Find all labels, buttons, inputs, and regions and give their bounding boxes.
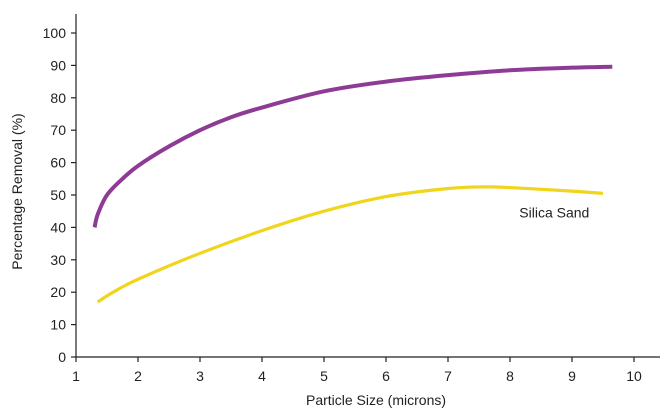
y-tick-label: 40 [50,219,66,235]
y-tick-label: 50 [50,187,66,203]
y-tick-label: 90 [50,57,66,73]
y-tick-label: 60 [50,155,66,171]
series-annotation-label: Silica Sand [519,205,589,221]
x-tick-label: 1 [72,368,80,384]
x-ticks: 1 2 3 4 5 6 7 8 9 10 [72,357,642,384]
annotation-layer: Silica Sand [519,205,589,221]
x-tick-label: 5 [320,368,328,384]
axes [76,14,660,357]
x-tick-label: 6 [382,368,390,384]
x-tick-label: 10 [626,368,642,384]
y-tick-label: 20 [50,284,66,300]
x-tick-label: 7 [444,368,452,384]
x-tick-label: 2 [134,368,142,384]
x-axis-title: Particle Size (microns) [306,392,446,408]
y-tick-label: 70 [50,122,66,138]
y-tick-label: 100 [43,25,67,41]
y-ticks: 0 10 20 30 40 50 60 70 80 90 100 [43,25,76,365]
y-tick-label: 10 [50,317,66,333]
x-tick-label: 3 [196,368,204,384]
x-tick-label: 9 [568,368,576,384]
y-axis-title: Percentage Removal (%) [9,113,25,269]
y-tick-label: 30 [50,252,66,268]
y-tick-label: 80 [50,90,66,106]
y-tick-label: 0 [58,349,66,365]
x-tick-label: 4 [258,368,266,384]
x-tick-label: 8 [506,368,514,384]
series-layer [95,67,613,302]
